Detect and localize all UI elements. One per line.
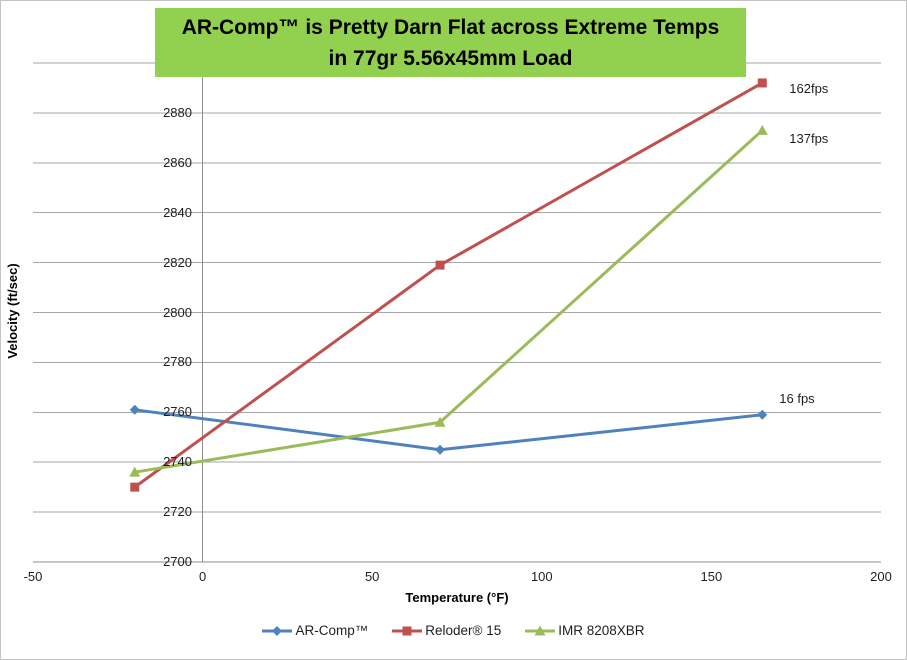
series-line-reloder-15 [133, 81, 764, 489]
y-tick-label: 2740 [163, 454, 192, 470]
square-marker [435, 260, 445, 270]
y-tick-label: 2780 [163, 354, 192, 370]
square-marker [130, 482, 140, 492]
chart-title: AR-Comp™ is Pretty Darn Flat across Extr… [155, 8, 746, 77]
series-annotation: 16 fps [779, 390, 815, 406]
y-tick-label: 2800 [163, 304, 192, 320]
x-tick-label: 0 [198, 569, 207, 584]
triangle-marker [129, 466, 141, 477]
y-tick-label: 2760 [163, 404, 192, 420]
legend-label: AR-Comp™ [295, 623, 369, 638]
x-tick-label: -50 [23, 569, 43, 584]
chart-title-line2: in 77gr 5.56x45mm Load [328, 47, 573, 70]
y-tick-label: 2700 [163, 554, 192, 569]
y-tick-label: 2720 [163, 504, 192, 520]
y-tick-label: 2860 [163, 154, 192, 170]
triangle-marker [434, 416, 446, 427]
diamond-marker [435, 444, 446, 455]
square-marker [757, 78, 767, 88]
x-axis-title: Temperature (°F) [405, 590, 509, 605]
x-tick-label: 200 [870, 569, 892, 584]
legend-item: Reloder® 15 [392, 623, 501, 638]
y-tick-label: 2880 [163, 104, 192, 120]
series-annotation: 137fps [789, 131, 829, 147]
x-tick-label: 100 [530, 569, 553, 584]
diamond-marker [129, 404, 140, 415]
y-axis-title: Velocity (ft/sec) [5, 263, 20, 359]
x-tick-label: 50 [364, 569, 380, 584]
x-tick-label: 150 [700, 569, 723, 584]
legend-marker-icon [525, 625, 556, 635]
chart-title-line1: AR-Comp™ is Pretty Darn Flat across Extr… [181, 16, 720, 39]
triangle-marker [756, 124, 768, 135]
series-annotation: 162fps [789, 80, 829, 96]
legend-label: Reloder® 15 [425, 623, 502, 638]
y-tick-label: 2840 [163, 204, 192, 220]
legend-label: IMR 8208XBR [558, 623, 645, 638]
legend-marker-icon [262, 625, 293, 636]
diamond-marker [757, 409, 768, 420]
legend-item: IMR 8208XBR [525, 623, 645, 638]
legend-marker-icon [392, 626, 423, 635]
legend: AR-Comp™ Reloder® 15 IMR 8208XBR [1, 623, 906, 638]
legend-item: AR-Comp™ [262, 623, 368, 638]
y-tick-label: 2820 [163, 254, 192, 270]
